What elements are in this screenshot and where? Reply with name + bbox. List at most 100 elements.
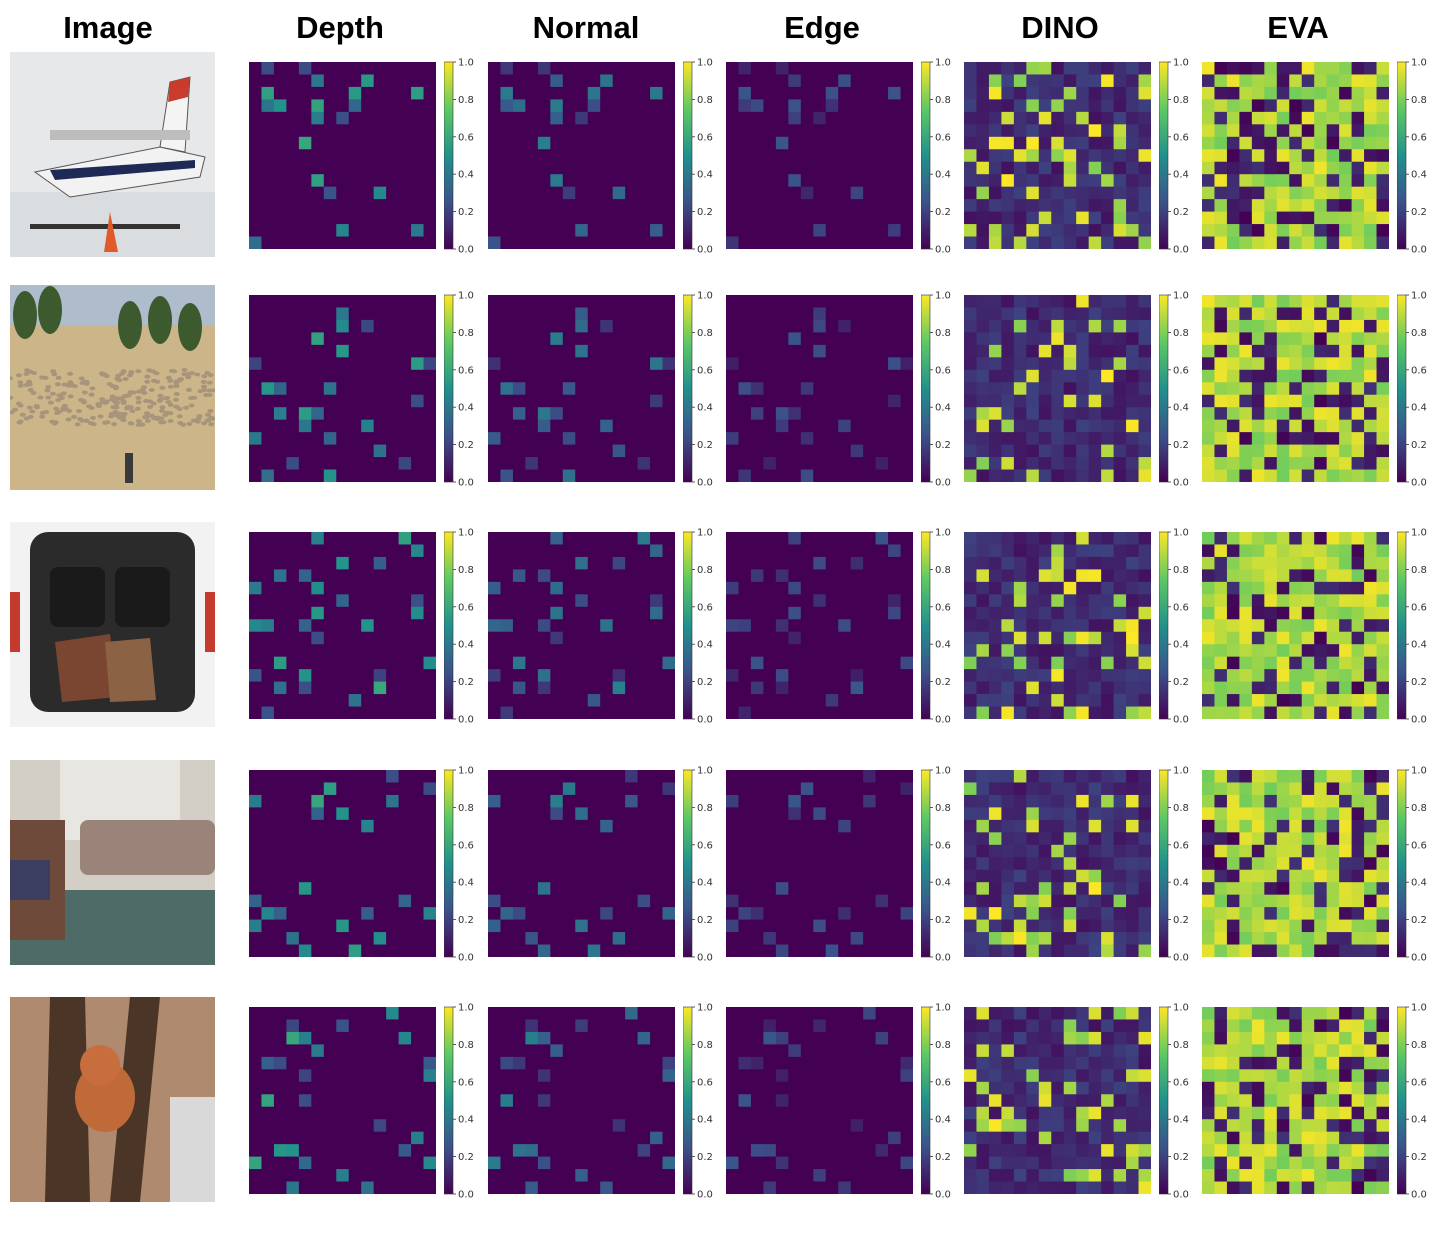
heatmap-cell xyxy=(1239,644,1253,658)
heatmap-cell xyxy=(373,832,387,846)
heatmap-cell xyxy=(1214,224,1228,237)
heatmap-cell xyxy=(311,457,325,470)
heatmap-cell xyxy=(1063,149,1077,163)
heatmap-cell xyxy=(800,394,814,408)
heatmap-cell xyxy=(512,444,526,458)
heatmap-cell xyxy=(813,932,827,945)
heatmap-cell xyxy=(612,444,626,458)
heatmap-cell xyxy=(348,369,362,383)
heatmap-cell xyxy=(488,357,501,371)
heatmap-cell xyxy=(600,544,614,558)
heatmap-cell xyxy=(361,1144,375,1157)
heatmap-cell xyxy=(662,199,675,212)
heatmap-cell xyxy=(863,581,876,595)
heatmap-cell xyxy=(575,606,589,620)
heatmap-cell xyxy=(1264,174,1278,188)
heatmap-cell xyxy=(1088,581,1102,595)
heatmap-cell xyxy=(763,619,777,633)
heatmap-cell xyxy=(1226,86,1240,100)
colorbar-tick-label: 1.0 xyxy=(697,766,713,777)
heatmap-cell xyxy=(1289,186,1303,200)
heatmap-cell xyxy=(1364,174,1377,188)
heatmap-cell xyxy=(875,111,889,125)
heatmap-cell xyxy=(562,394,576,408)
heatmap-cell xyxy=(1026,907,1040,920)
heatmap-cell xyxy=(1051,932,1065,945)
heatmap-cell xyxy=(286,1144,300,1157)
heatmap-cell xyxy=(1351,857,1365,871)
heatmap-cell xyxy=(1226,307,1240,321)
heatmap-cell xyxy=(726,161,739,175)
heatmap-cell xyxy=(261,211,275,225)
colorbar-gradient xyxy=(683,769,693,958)
heatmap-cell xyxy=(875,86,889,100)
heatmap-cell xyxy=(1126,382,1139,396)
heatmap-cell xyxy=(1326,644,1340,658)
heatmap-cell xyxy=(423,1094,436,1108)
heatmap-cell xyxy=(348,594,362,608)
heatmap-cell xyxy=(373,199,387,212)
heatmap-cell xyxy=(763,86,777,100)
column-header-image: Image xyxy=(63,10,153,45)
heatmap-cell xyxy=(888,619,901,633)
heatmap-cell xyxy=(1301,236,1315,249)
heatmap-cell xyxy=(273,857,287,871)
heatmap-cell xyxy=(813,656,827,670)
heatmap-cell xyxy=(398,1119,412,1133)
heatmap-cell xyxy=(775,932,789,945)
heatmap-cell xyxy=(1202,469,1215,482)
heatmap-cell xyxy=(1051,369,1065,383)
heatmap-cell xyxy=(249,882,262,896)
heatmap-cell xyxy=(550,174,564,188)
heatmap-cell xyxy=(1239,844,1253,858)
heatmap-cell xyxy=(537,344,551,358)
heatmap-cell xyxy=(775,224,789,237)
heatmap-cell xyxy=(348,174,362,188)
heatmap-cell xyxy=(1301,457,1315,470)
heatmap-cell xyxy=(1113,644,1127,658)
heatmap-cell xyxy=(1202,74,1215,88)
heatmap-cell xyxy=(336,74,350,88)
heatmap-cell xyxy=(298,1144,312,1157)
heatmap-cell xyxy=(1289,857,1303,871)
heatmap-cell xyxy=(763,419,777,433)
heatmap-cell xyxy=(813,419,827,433)
heatmap-cell xyxy=(1264,319,1278,333)
heatmap-cell xyxy=(1088,344,1102,358)
heatmap-cell xyxy=(1138,124,1151,138)
heatmap-cell xyxy=(1276,224,1290,237)
heatmap-cell xyxy=(1063,74,1077,88)
heatmap-cell xyxy=(988,932,1002,945)
heatmap-cell xyxy=(348,62,362,75)
heatmap-cell xyxy=(1063,369,1077,383)
heatmap-cell xyxy=(863,619,876,633)
heatmap-cell xyxy=(964,581,977,595)
heatmap-cell xyxy=(1026,832,1040,846)
heatmap-cell xyxy=(763,907,777,920)
heatmap-cell xyxy=(662,407,675,421)
heatmap-cell xyxy=(600,932,614,945)
heatmap-cell xyxy=(813,669,827,682)
heatmap-cell xyxy=(1202,62,1215,75)
heatmap-cell xyxy=(1088,819,1102,833)
colorbar-tick-label: 0.4 xyxy=(1411,170,1427,181)
heatmap-cell xyxy=(600,882,614,896)
heatmap-cell xyxy=(361,1069,375,1083)
heatmap-cell xyxy=(1301,819,1315,833)
heatmap-cell xyxy=(838,644,852,658)
heatmap-eva-row-3 xyxy=(1202,532,1389,719)
heatmap-cell xyxy=(1101,149,1114,163)
heatmap-cell xyxy=(1326,532,1340,545)
heatmap-cell xyxy=(600,681,614,695)
heatmap-cell xyxy=(537,807,551,821)
heatmap-cell xyxy=(1113,832,1127,846)
heatmap-normal-row-2 xyxy=(488,295,675,482)
heatmap-cell xyxy=(373,457,387,470)
heatmap-cell xyxy=(1239,919,1253,933)
heatmap-cell xyxy=(423,770,436,783)
heatmap-cell xyxy=(964,532,977,545)
heatmap-cell xyxy=(423,907,436,920)
heatmap-cell xyxy=(1026,882,1040,896)
heatmap-cell xyxy=(1301,869,1315,883)
heatmap-cell xyxy=(976,186,990,200)
